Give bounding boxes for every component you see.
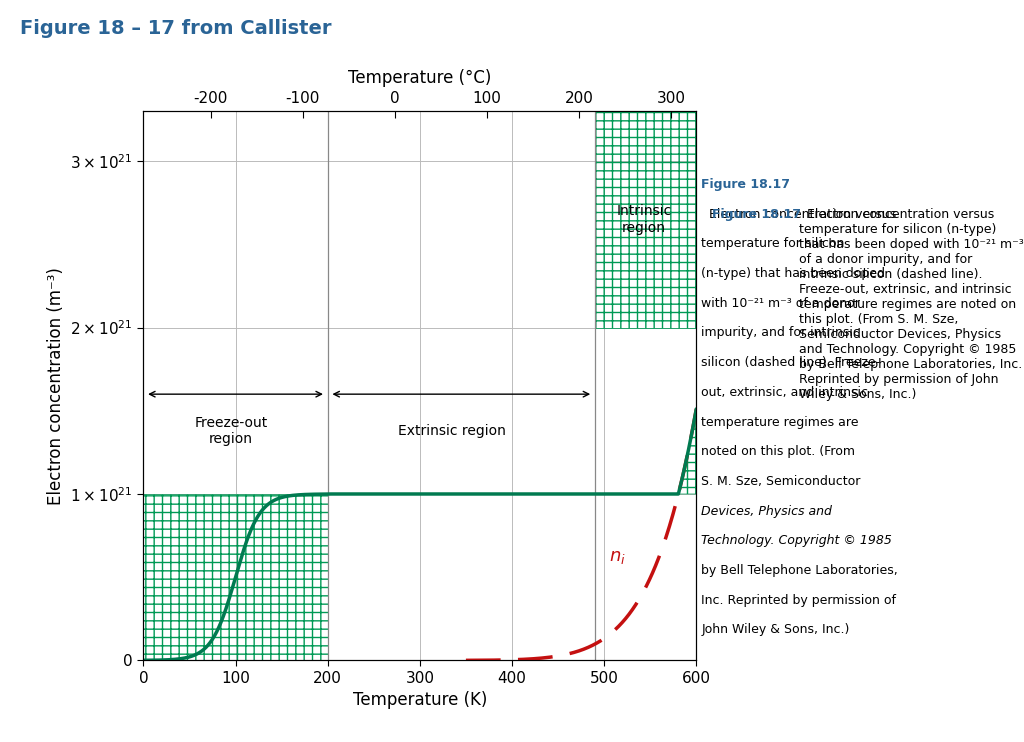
- Text: impurity, and for intrinsic: impurity, and for intrinsic: [701, 326, 860, 340]
- Text: John Wiley & Sons, Inc.): John Wiley & Sons, Inc.): [701, 623, 850, 637]
- X-axis label: Temperature (K): Temperature (K): [352, 692, 487, 709]
- Text: silicon (dashed line). Freeze-: silicon (dashed line). Freeze-: [701, 356, 881, 370]
- Text: Extrinsic region: Extrinsic region: [398, 424, 506, 438]
- Text: with 10⁻²¹ m⁻³ of a donor: with 10⁻²¹ m⁻³ of a donor: [701, 297, 860, 310]
- X-axis label: Temperature (°C): Temperature (°C): [348, 69, 492, 87]
- Text: Devices, Physics and: Devices, Physics and: [701, 505, 833, 518]
- Text: S. M. Sze, Semiconductor: S. M. Sze, Semiconductor: [701, 475, 861, 488]
- Text: Figure 18.17: Figure 18.17: [701, 178, 791, 191]
- Text: Technology. Copyright © 1985: Technology. Copyright © 1985: [701, 534, 892, 548]
- Text: Intrinsic
region: Intrinsic region: [616, 204, 672, 234]
- Text: temperature for silicon: temperature for silicon: [701, 237, 845, 251]
- Text: Figure 18.17: Figure 18.17: [712, 208, 801, 221]
- Text: temperature regimes are: temperature regimes are: [701, 416, 859, 429]
- Y-axis label: Electron concentration (m⁻³): Electron concentration (m⁻³): [47, 267, 65, 505]
- Text: out, extrinsic, and intrinsic: out, extrinsic, and intrinsic: [701, 386, 868, 399]
- Text: Freeze-out
region: Freeze-out region: [195, 416, 267, 446]
- Text: $n_i$: $n_i$: [608, 548, 626, 566]
- Text: Electron concentration versus temperature for silicon (n-type) that has been dop: Electron concentration versus temperatur…: [799, 208, 1023, 401]
- Text: Electron concentration versus: Electron concentration versus: [701, 208, 897, 221]
- Text: noted on this plot. (From: noted on this plot. (From: [701, 445, 855, 459]
- Text: by Bell Telephone Laboratories,: by Bell Telephone Laboratories,: [701, 564, 898, 577]
- Text: Figure 18 – 17 from Callister: Figure 18 – 17 from Callister: [20, 19, 332, 38]
- Text: (n-type) that has been doped: (n-type) that has been doped: [701, 267, 886, 280]
- Text: Inc. Reprinted by permission of: Inc. Reprinted by permission of: [701, 594, 896, 607]
